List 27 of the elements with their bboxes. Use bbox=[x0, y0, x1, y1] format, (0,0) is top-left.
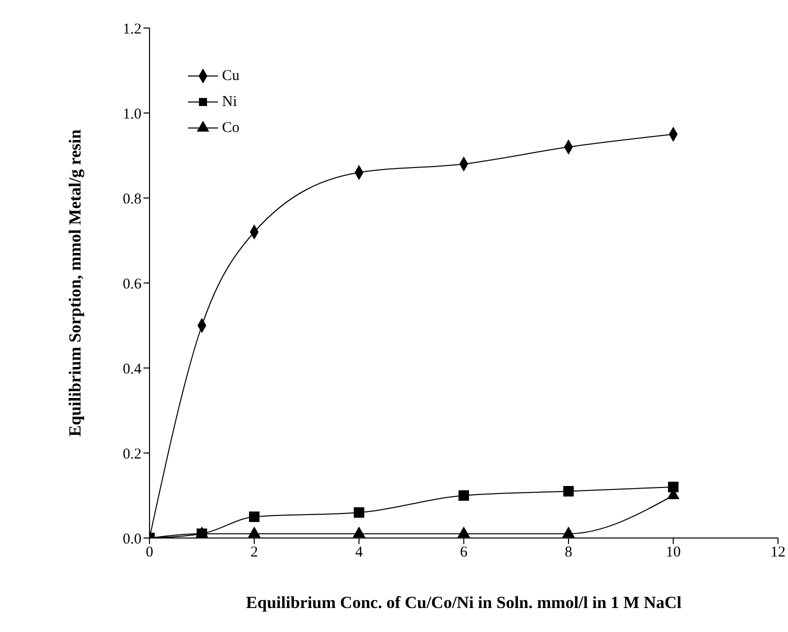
y-axis-title: Equilibrium Sorption, mmol Metal/g resin bbox=[66, 128, 85, 437]
point bbox=[458, 527, 470, 538]
point bbox=[248, 527, 260, 538]
point bbox=[354, 507, 364, 518]
x-tick-label: 6 bbox=[460, 544, 468, 561]
x-tick-label: 12 bbox=[770, 544, 786, 561]
x-tick-label: 0 bbox=[146, 544, 154, 561]
x-tick-label: 8 bbox=[564, 544, 572, 561]
legend-label: Ni bbox=[222, 94, 237, 110]
y-tick-label: 0.2 bbox=[122, 446, 142, 462]
point bbox=[563, 486, 574, 496]
x-axis-title: Equilibrium Conc. of Cu/Co/Ni in Soln. mmol/l in 1 M NaCl bbox=[246, 593, 682, 612]
y-tick-label: 0.4 bbox=[122, 361, 142, 378]
point bbox=[562, 527, 574, 538]
point bbox=[458, 490, 469, 501]
y-tick-label: 0.0 bbox=[122, 531, 142, 548]
x-tick-label: 4 bbox=[355, 544, 364, 561]
y-tick-label: 0.8 bbox=[122, 191, 142, 208]
y-tick-label: 1.2 bbox=[122, 21, 142, 38]
point bbox=[249, 512, 260, 522]
x-tick-label: 10 bbox=[666, 544, 681, 561]
point bbox=[353, 527, 365, 538]
y-tick-label: 0.6 bbox=[122, 276, 142, 292]
legend-label: Cu bbox=[222, 68, 240, 84]
y-tick-label: 1.0 bbox=[122, 106, 142, 122]
x-tick-label: 2 bbox=[250, 544, 258, 561]
legend-label: Co bbox=[222, 120, 240, 136]
